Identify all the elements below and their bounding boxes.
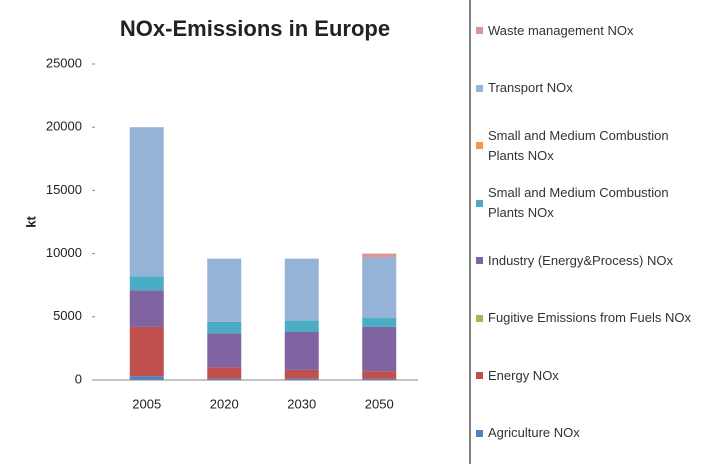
bar-segment xyxy=(207,333,242,368)
bar-segment xyxy=(129,290,164,327)
bar-segment xyxy=(362,318,397,327)
legend-swatch xyxy=(476,142,483,150)
legend-item: Energy NOx xyxy=(476,347,706,405)
bar-segment xyxy=(284,331,319,370)
legend-label: Small and Medium Combustion Plants NOx xyxy=(488,185,669,221)
legend-item: Small and Medium Combustion Plants NOx xyxy=(476,175,706,233)
bar-segment xyxy=(129,376,164,380)
y-tick-label: 0 xyxy=(75,371,82,386)
bar-segment xyxy=(207,378,242,380)
y-tick-label: 5000 xyxy=(53,308,82,323)
legend-swatch xyxy=(476,372,483,380)
y-tick-label: 15000 xyxy=(46,182,82,197)
legend-swatch xyxy=(476,314,483,322)
bar-segment xyxy=(284,369,319,379)
bar-segment xyxy=(362,378,397,380)
x-tick-label: 2005 xyxy=(132,396,161,411)
bar-segment xyxy=(362,257,397,319)
legend-label: Small and Medium Combustion Plants NOx xyxy=(488,127,669,163)
legend-label: Waste management NOx xyxy=(488,22,634,38)
legend-swatch xyxy=(476,199,483,207)
chart-title: NOx-Emissions in Europe xyxy=(120,16,390,41)
legend: Waste management NOx Transport NOx Small a… xyxy=(476,2,706,462)
bar-segment xyxy=(362,371,397,379)
x-tick-label: 2030 xyxy=(287,396,316,411)
bar-segment xyxy=(129,326,164,377)
x-tick-label: 2050 xyxy=(365,396,394,411)
legend-item: Small and Medium Combustion Plants NOx xyxy=(476,117,706,175)
legend-item: Industry (Energy&Process) NOx xyxy=(476,232,706,290)
bar-segment xyxy=(207,367,242,379)
legend-label: Fugitive Emissions from Fuels NOx xyxy=(488,310,691,326)
y-axis-label: kt xyxy=(23,216,38,228)
legend-swatch xyxy=(476,257,483,265)
y-tick-label: 25000 xyxy=(46,55,82,70)
legend-swatch xyxy=(476,27,483,35)
legend-item: Transport NOx xyxy=(476,60,706,118)
bar-segment xyxy=(284,320,319,332)
legend-item: Waste management NOx xyxy=(476,2,706,60)
bar-segment xyxy=(284,258,319,321)
legend-item: Agriculture NOx xyxy=(476,405,706,463)
bar-segment xyxy=(284,378,319,380)
legend-item: Fugitive Emissions from Fuels NOx xyxy=(476,290,706,348)
y-tick-label: 10000 xyxy=(46,245,82,260)
legend-swatch xyxy=(476,84,483,92)
x-tick-label: 2020 xyxy=(210,396,239,411)
legend-label: Energy NOx xyxy=(488,367,559,383)
bar-segment xyxy=(129,276,164,291)
legend-label: Agriculture NOx xyxy=(488,425,580,441)
bar-segment xyxy=(362,326,397,372)
bar-segment xyxy=(362,253,397,258)
y-tick-label: 20000 xyxy=(46,119,82,134)
bar-segment xyxy=(207,258,242,322)
bar-segment xyxy=(129,127,164,277)
legend-label: Transport NOx xyxy=(488,80,573,96)
legend-label: Industry (Energy&Process) NOx xyxy=(488,252,673,268)
bar-segment xyxy=(207,321,242,334)
legend-swatch xyxy=(476,429,483,437)
